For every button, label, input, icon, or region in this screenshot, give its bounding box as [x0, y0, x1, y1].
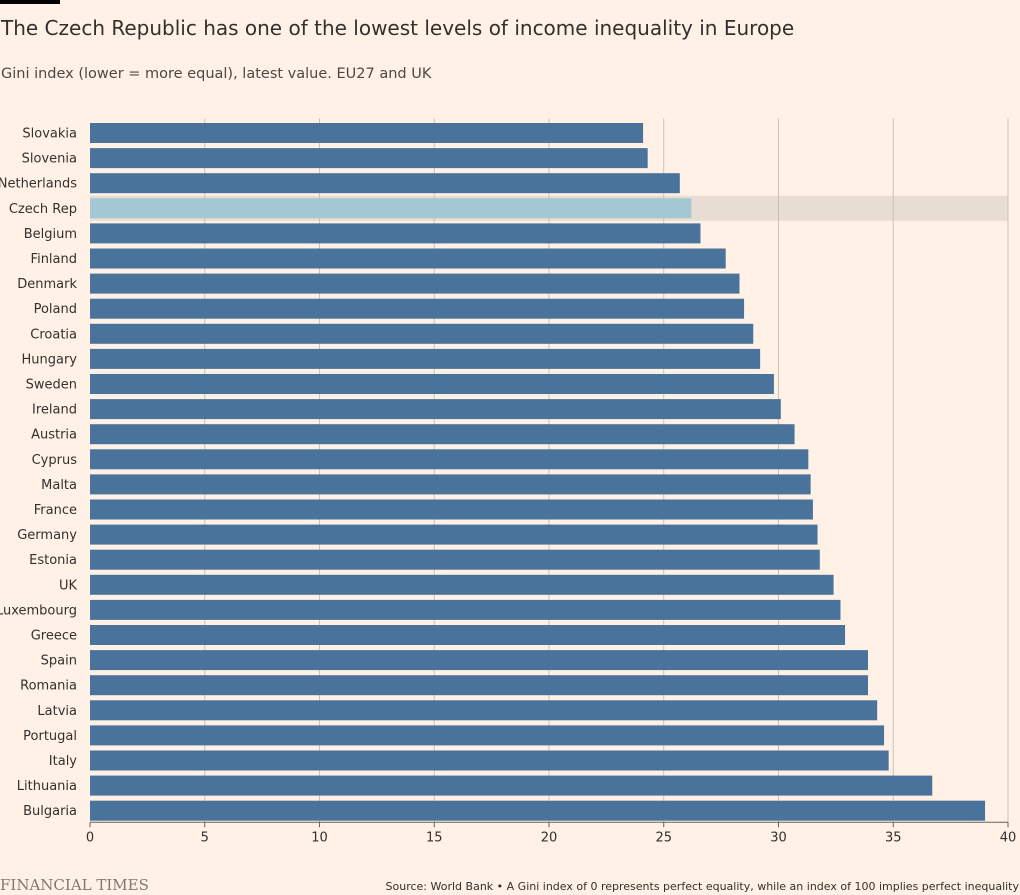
category-label: Latvia — [37, 704, 77, 719]
x-tick-label: 5 — [201, 830, 209, 845]
bar — [90, 148, 648, 169]
chart-title: The Czech Republic has one of the lowest… — [1, 16, 795, 40]
bar — [90, 700, 878, 721]
bar — [90, 298, 745, 319]
category-label: Sweden — [26, 378, 77, 393]
bar — [90, 650, 869, 671]
bar — [90, 424, 795, 445]
category-label: Cyprus — [32, 453, 78, 468]
category-label: Romania — [20, 679, 77, 694]
x-tick-label: 30 — [770, 830, 787, 845]
x-tick-label: 20 — [541, 830, 558, 845]
category-label: Croatia — [30, 327, 77, 342]
bar — [90, 750, 889, 771]
bar — [90, 323, 754, 344]
category-label: France — [34, 503, 77, 518]
category-label: Netherlands — [0, 177, 77, 192]
bar — [90, 599, 841, 620]
bar — [90, 800, 986, 821]
category-label: Finland — [31, 252, 77, 267]
bar — [90, 775, 933, 796]
bar — [90, 399, 781, 420]
bar — [90, 273, 740, 294]
source-note: Source: World Bank • A Gini index of 0 r… — [385, 880, 1019, 893]
category-label: Slovakia — [22, 127, 77, 142]
category-label: Ireland — [32, 403, 77, 418]
category-label: Malta — [41, 478, 77, 493]
x-tick-label: 0 — [86, 830, 94, 845]
bar — [90, 675, 869, 696]
bar — [90, 725, 885, 746]
bar — [90, 198, 692, 219]
bar — [90, 474, 811, 495]
category-label: Poland — [34, 302, 77, 317]
category-label: UK — [59, 578, 78, 593]
bar — [90, 449, 809, 470]
x-tick-label: 40 — [1000, 830, 1017, 845]
category-label: Slovenia — [22, 152, 77, 167]
category-label: Luxembourg — [0, 603, 77, 618]
bar — [90, 625, 846, 645]
category-label: Spain — [41, 654, 77, 669]
bar — [90, 524, 818, 545]
x-tick-label: 35 — [885, 830, 902, 845]
category-label: Hungary — [21, 352, 77, 367]
bar — [90, 499, 813, 520]
ft-logo: FINANCIAL TIMES — [0, 876, 149, 894]
category-label: Lithuania — [17, 779, 77, 794]
bar — [90, 574, 834, 595]
x-tick-label: 15 — [426, 830, 443, 845]
category-label: Germany — [17, 528, 77, 543]
bar — [90, 173, 680, 194]
x-tick-label: 25 — [655, 830, 672, 845]
category-label: Belgium — [24, 227, 77, 242]
category-label: Portugal — [23, 729, 77, 744]
category-label: Italy — [49, 754, 78, 769]
bar — [90, 348, 761, 369]
category-label: Estonia — [29, 553, 77, 568]
bar — [90, 248, 726, 269]
category-label: Greece — [31, 629, 77, 644]
chart-subtitle: Gini index (lower = more equal), latest … — [1, 66, 432, 82]
category-label: Bulgaria — [23, 804, 77, 819]
category-label: Czech Rep — [9, 202, 77, 217]
category-label: Denmark — [17, 277, 77, 292]
category-label: Austria — [31, 428, 77, 443]
bar — [90, 549, 820, 570]
x-tick-label: 10 — [311, 830, 328, 845]
bar — [90, 374, 774, 394]
bar — [90, 123, 644, 143]
brand-top-bar — [0, 0, 60, 4]
bar — [90, 223, 701, 244]
